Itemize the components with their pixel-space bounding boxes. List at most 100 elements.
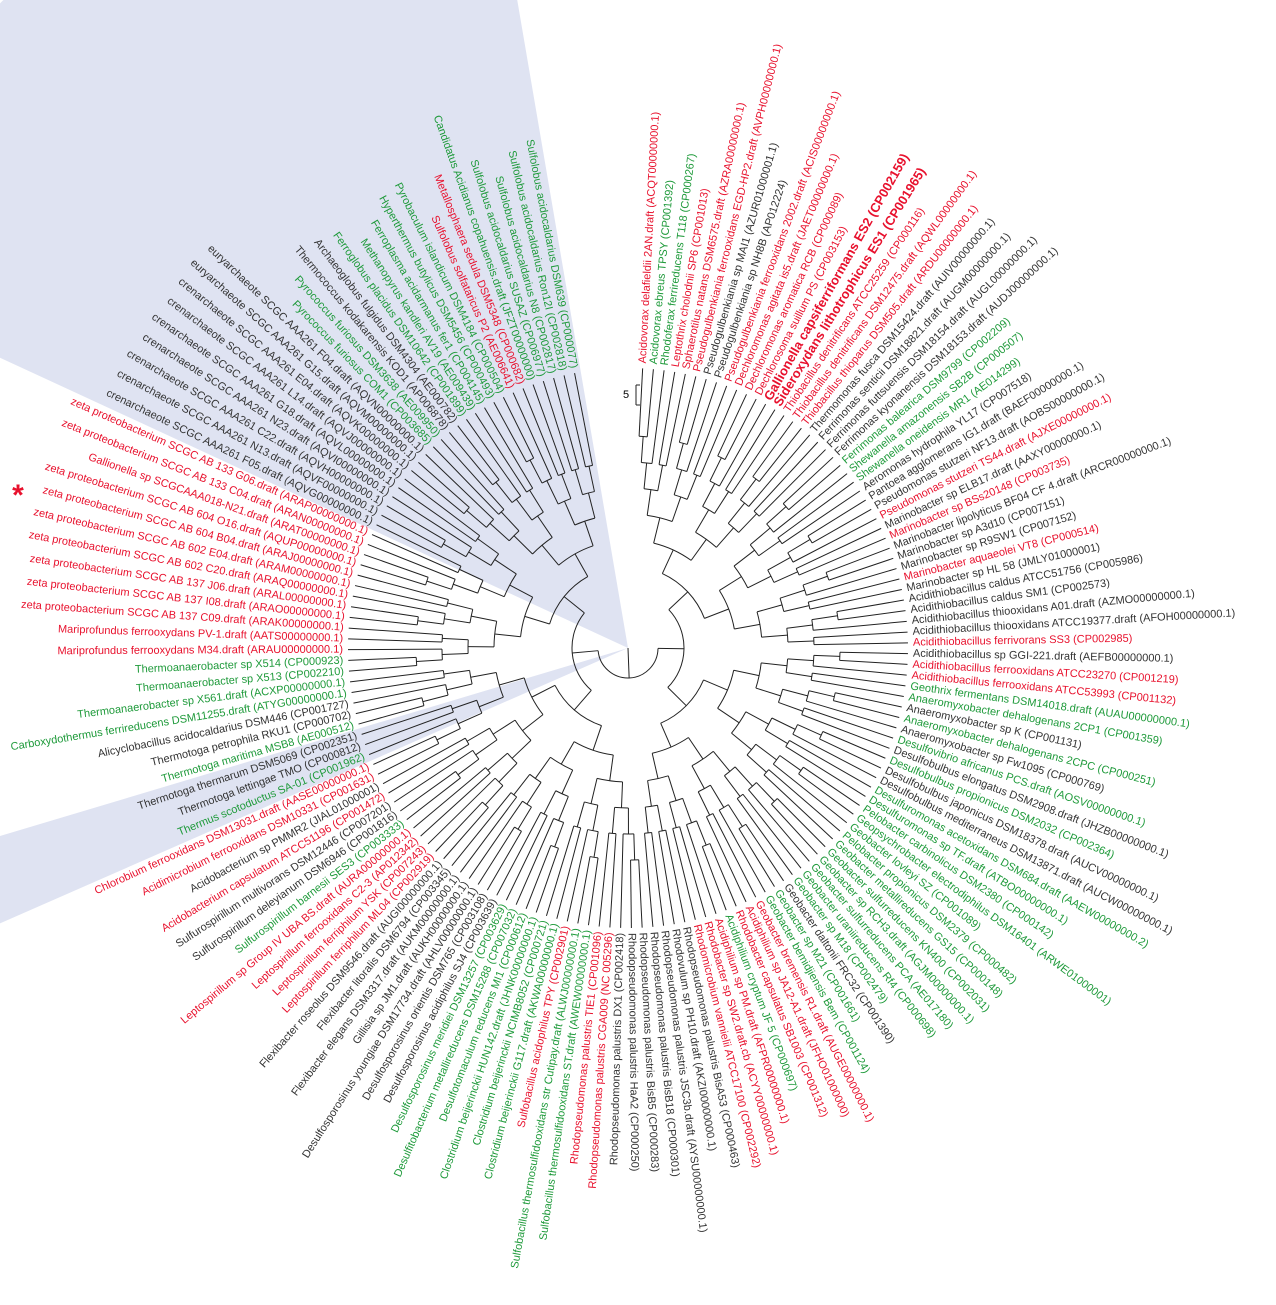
branch <box>554 822 565 848</box>
branch <box>620 781 624 808</box>
branch <box>368 718 457 756</box>
branch <box>646 489 652 516</box>
branch <box>525 845 552 909</box>
branch-arc <box>469 609 474 623</box>
branch-arc <box>674 494 688 500</box>
branch <box>640 436 644 463</box>
branch-arc <box>749 544 760 557</box>
branch-arc <box>550 756 573 771</box>
branch <box>422 694 449 703</box>
branch-arc <box>795 568 800 576</box>
branch <box>466 510 487 528</box>
branch <box>363 554 429 578</box>
branch <box>609 754 614 781</box>
branch <box>691 765 705 789</box>
branch <box>787 539 811 554</box>
branch <box>705 816 747 903</box>
branch <box>788 464 841 511</box>
branch <box>590 778 598 804</box>
branch <box>493 401 527 463</box>
branch <box>566 829 589 922</box>
branch-arc <box>494 777 504 786</box>
branch <box>724 775 741 797</box>
branch <box>733 669 760 677</box>
branch <box>767 556 791 571</box>
branch <box>505 815 548 901</box>
branch <box>627 647 630 678</box>
branch <box>808 578 900 603</box>
branch <box>746 754 767 773</box>
branch <box>756 604 783 613</box>
branch <box>386 505 446 541</box>
branch <box>417 620 444 625</box>
branch <box>667 687 687 707</box>
branch <box>574 553 589 577</box>
branch <box>388 743 470 794</box>
clade-wedge <box>0 648 628 924</box>
branch <box>500 511 520 532</box>
branch <box>738 513 758 533</box>
branch <box>574 469 584 495</box>
branch <box>665 373 686 467</box>
branch <box>442 653 469 655</box>
branch <box>646 369 654 437</box>
branch-arc <box>695 531 717 548</box>
leaf-label: Mariprofundus ferrooxydans M34.draft (AR… <box>57 644 343 658</box>
branch <box>806 700 897 729</box>
branch <box>781 490 861 545</box>
branch <box>695 509 710 533</box>
branch <box>511 740 532 759</box>
branch <box>749 527 771 546</box>
branch <box>811 615 838 621</box>
branch <box>459 796 518 873</box>
branch <box>797 724 822 736</box>
branch <box>546 480 559 505</box>
branch <box>558 796 569 821</box>
branch-arc <box>511 495 521 503</box>
branch <box>443 807 489 860</box>
branch <box>719 403 767 487</box>
branch <box>835 692 902 708</box>
branch-arc <box>596 777 623 783</box>
branch <box>531 684 556 698</box>
branch <box>773 763 848 824</box>
branch <box>427 777 496 845</box>
branch <box>377 743 439 775</box>
branch <box>498 762 518 783</box>
branch <box>731 415 785 494</box>
branch <box>656 805 663 831</box>
branch <box>727 804 743 827</box>
branch <box>561 769 574 794</box>
branch <box>537 515 553 538</box>
branch <box>371 534 459 574</box>
branch <box>446 683 473 691</box>
branch <box>443 543 467 558</box>
branch <box>513 773 531 796</box>
branch-arc <box>425 577 429 586</box>
branch <box>444 618 471 624</box>
branch <box>448 432 494 486</box>
branch <box>468 551 492 566</box>
branch <box>475 739 498 756</box>
branch <box>742 793 802 869</box>
branch <box>560 741 575 765</box>
branch-arc <box>531 511 544 521</box>
branch <box>719 576 742 591</box>
branch <box>792 518 877 563</box>
branch-arc <box>553 818 564 823</box>
branch <box>392 496 472 548</box>
branch <box>771 717 796 730</box>
branch <box>577 856 591 924</box>
branch <box>658 831 675 925</box>
branch <box>357 574 449 601</box>
branch <box>753 441 819 512</box>
branch <box>771 803 818 855</box>
branch <box>598 832 610 927</box>
branch <box>686 824 717 914</box>
branch-arc <box>571 612 592 691</box>
branch <box>611 807 616 834</box>
branch <box>420 772 491 837</box>
branch <box>839 659 908 665</box>
branch <box>393 749 473 803</box>
